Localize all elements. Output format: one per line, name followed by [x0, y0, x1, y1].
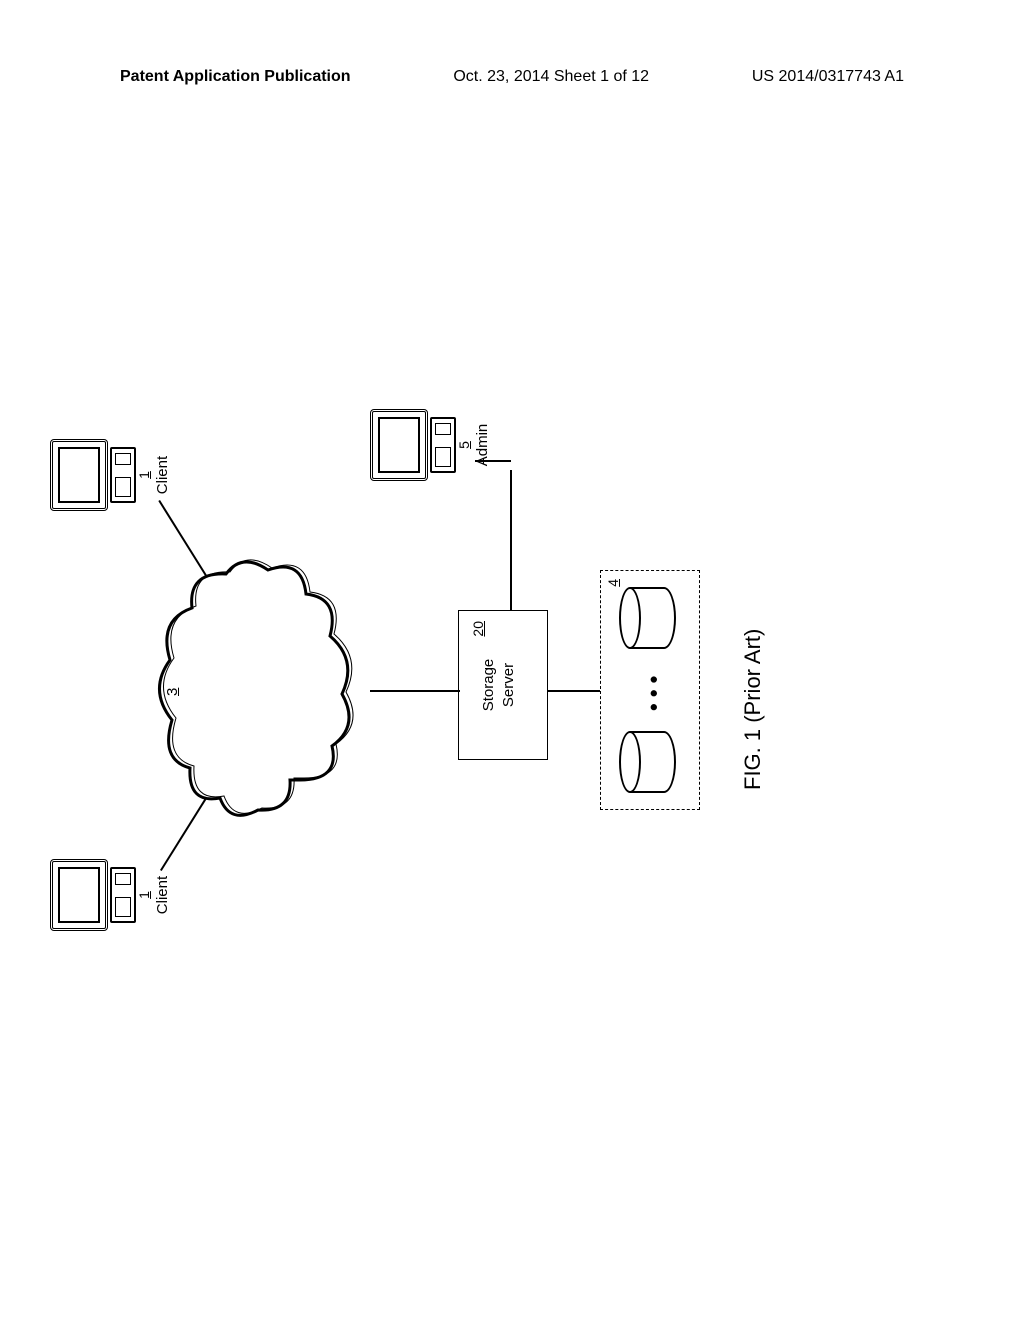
cloud-icon [150, 550, 370, 830]
header-pub-number: US 2014/0317743 A1 [752, 68, 904, 86]
client-2: 1 Client [50, 430, 160, 520]
page-header: Patent Application Publication Oct. 23, … [0, 68, 1024, 86]
tower-icon [110, 867, 136, 923]
edge-cloud-server [370, 690, 460, 692]
storage-server-box: Storage Server 20 [458, 610, 548, 760]
client-1-label: Client [154, 850, 171, 940]
ellipsis-icon: • • • [641, 676, 667, 711]
edge-server-disks [548, 690, 600, 692]
client-1-id: 1 [136, 850, 152, 940]
tower-icon [430, 417, 456, 473]
figure-label: FIG. 1 (Prior Art) [740, 629, 766, 790]
admin-label: Admin [474, 400, 491, 490]
header-publication: Patent Application Publication [120, 68, 351, 86]
disk-icon [619, 731, 683, 793]
storage-server-id: 20 [469, 621, 487, 637]
client-2-label: Client [154, 430, 171, 520]
client-2-id: 1 [136, 430, 152, 520]
storage-server-label-1: Storage [480, 659, 497, 712]
monitor-icon [50, 859, 108, 931]
disk-array: 4 • • • [600, 570, 700, 810]
figure-container: 1 Client 1 Client 3 Storage Server 20 5 … [60, 400, 780, 960]
admin-id: 5 [456, 400, 472, 490]
cloud-id: 3 [164, 688, 181, 696]
header-date-sheet: Oct. 23, 2014 Sheet 1 of 12 [453, 68, 649, 86]
disk-array-id: 4 [605, 579, 621, 587]
client-1: 1 Client [50, 850, 160, 940]
storage-server-label-2: Server [500, 663, 517, 707]
edge-server-admin [510, 470, 512, 610]
disk-icon [619, 587, 683, 649]
monitor-icon [50, 439, 108, 511]
monitor-icon [370, 409, 428, 481]
cloud-network: 3 [150, 550, 370, 830]
tower-icon [110, 447, 136, 503]
admin-computer: 5 Admin [370, 400, 480, 490]
